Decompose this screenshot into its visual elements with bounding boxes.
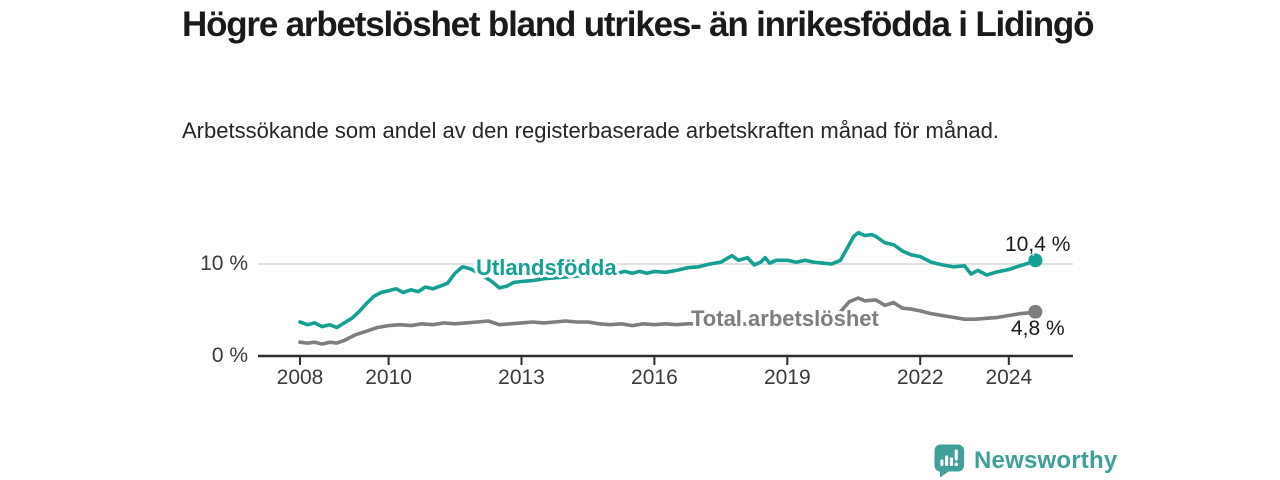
x-axis-tick-label: 2016	[631, 366, 678, 389]
x-axis-tick-label: 2008	[276, 366, 324, 389]
newsworthy-wordmark: Newsworthy	[974, 447, 1118, 474]
series-label-utlandsfodda: Utlandsfödda	[476, 255, 617, 280]
chart-subtitle: Arbetssökande som andel av den registerb…	[182, 118, 999, 143]
series-label-total-arbetsloshet: Total arbetslöshet	[691, 306, 879, 331]
chart-title: Högre arbetslöshet bland utrikes- än inr…	[182, 5, 1094, 44]
newsworthy-logo: Newsworthy	[934, 444, 1117, 478]
bar-chart-bubble-icon	[934, 444, 964, 478]
x-axis-tick-label: 2024	[985, 366, 1033, 389]
y-axis-tick-label-10: 10 %	[200, 252, 248, 275]
x-axis-tick-label: 2010	[365, 366, 412, 389]
x-axis-tick-label: 2013	[498, 366, 545, 389]
x-axis-tick-label: 2019	[763, 366, 811, 389]
y-axis-tick-label-0: 0 %	[211, 344, 248, 367]
end-value-label-utlandsfodda: 10,4 %	[1005, 233, 1071, 256]
x-axis-tick-label: 2022	[896, 366, 944, 389]
end-value-label-total-arbetsloshet: 4,8 %	[1011, 317, 1065, 340]
